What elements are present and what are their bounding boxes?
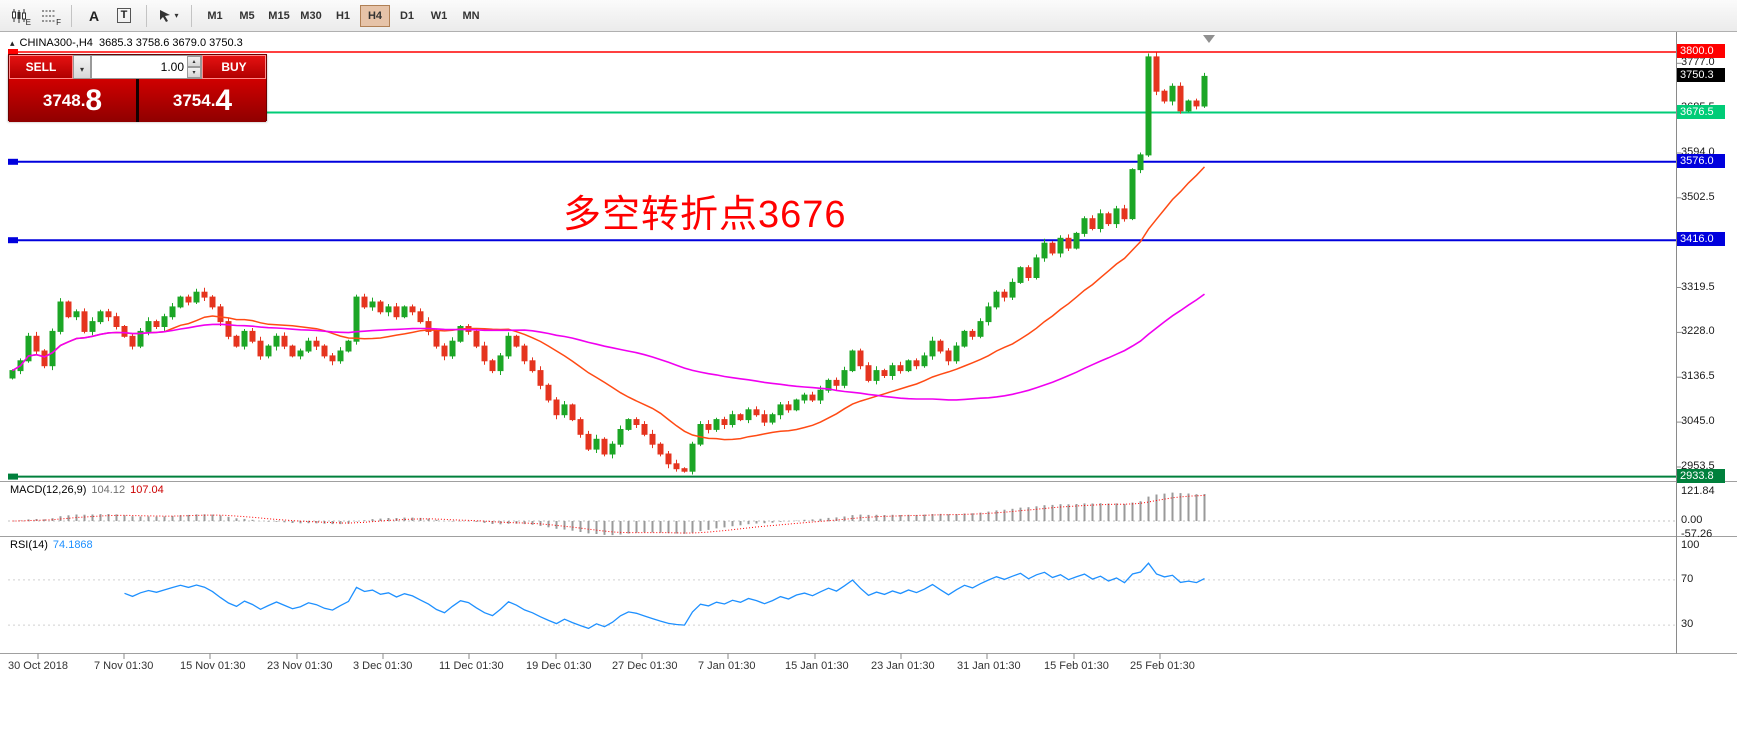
timeframe-button-m15[interactable]: M15: [264, 5, 294, 27]
price-divider: [136, 79, 139, 122]
icon-sub-label: E: [25, 17, 31, 27]
volume-increment-button[interactable]: ▴: [187, 56, 201, 67]
candlestick-style-icon[interactable]: E: [4, 3, 34, 29]
cursor-glyph: [160, 9, 171, 22]
sell-price-big-digit: 8: [85, 83, 103, 117]
timeframe-button-mn[interactable]: MN: [456, 5, 486, 27]
trade-panel-controls: SELL ▾ ▴ ▾ BUY: [9, 55, 266, 79]
text-label-tool-icon[interactable]: T: [109, 3, 139, 29]
volume-decrement-button[interactable]: ▾: [187, 67, 201, 78]
toolbar-separator: [71, 4, 72, 27]
sell-price-main: 3748.: [42, 90, 86, 110]
one-click-collapse-arrow[interactable]: ▴: [10, 38, 15, 48]
chart-annotation: 多空转折点3676: [563, 194, 847, 236]
toolbar-separator: [146, 4, 147, 27]
sell-price-display[interactable]: 3748. 8: [9, 79, 136, 122]
volume-spinner: ▴ ▾: [187, 56, 201, 78]
rsi-header: RSI(14) 74.1868: [10, 539, 93, 551]
macd-signal-value: 107.04: [130, 484, 164, 496]
boxed-t-glyph: T: [116, 8, 132, 23]
indicators-icon[interactable]: F: [34, 3, 64, 29]
sell-button[interactable]: SELL: [9, 55, 73, 79]
lines-glyph: [42, 10, 56, 21]
timeframe-group: M1 M5 M15 M30 H1 H4 D1 W1 MN: [199, 4, 487, 27]
chevron-down-icon: ▾: [79, 64, 84, 74]
timeframe-button-d1[interactable]: D1: [392, 5, 422, 27]
buy-price-big-digit: 4: [215, 83, 233, 117]
macd-main-value: 104.12: [91, 484, 126, 496]
cursor-tool-icon[interactable]: ▾: [154, 3, 184, 29]
letter-a-glyph: A: [88, 7, 100, 24]
toolbar-separator: [191, 4, 192, 27]
timeframe-button-m5[interactable]: M5: [232, 5, 262, 27]
chart-ohlc-values: 3685.3 3758.6 3679.0 3750.3: [99, 37, 243, 49]
rsi-value: 74.1868: [52, 539, 93, 551]
chart-shift-marker-icon: [1203, 35, 1215, 43]
rsi-label: RSI(14): [10, 539, 48, 551]
macd-header: MACD(12,26,9) 104.12 107.04: [10, 484, 164, 496]
volume-input[interactable]: [92, 56, 187, 78]
chart-canvas[interactable]: [0, 32, 1737, 754]
timeframe-button-h1[interactable]: H1: [328, 5, 358, 27]
font-tool-icon[interactable]: A: [79, 3, 109, 29]
timeframe-button-m1[interactable]: M1: [200, 5, 230, 27]
one-click-trade-panel: SELL ▾ ▴ ▾ BUY 3748.8 3754.4: [8, 54, 267, 122]
candles-glyph: [12, 8, 26, 23]
chart-ohlc-header: ▴ CHINA300-,H4 3685.3 3758.6 3679.0 3750.…: [10, 37, 243, 49]
buy-price-display[interactable]: 3754. 4: [139, 79, 266, 122]
timeframe-button-m30[interactable]: M30: [296, 5, 326, 27]
chevron-down-icon: ▾: [174, 11, 179, 20]
buy-price-main: 3754.: [172, 90, 216, 110]
top-toolbar: E F A T ▾ M1 M5 M15 M30 H1 H4 D1 W1 MN: [0, 0, 1737, 32]
macd-label: MACD(12,26,9): [10, 484, 87, 496]
trade-panel-prices: 3748. 8 3754. 4: [9, 79, 266, 122]
volume-field: ▴ ▾: [91, 55, 202, 79]
chart-window: ▴ CHINA300-,H4 3685.3 3758.6 3679.0 3750.…: [0, 32, 1737, 754]
timeframe-button-w1[interactable]: W1: [424, 5, 454, 27]
icon-sub-label: F: [56, 17, 61, 27]
timeframe-button-h4[interactable]: H4: [360, 4, 390, 27]
chart-symbol: CHINA300-,H4: [19, 37, 93, 49]
buy-button[interactable]: BUY: [202, 55, 266, 79]
volume-dropdown-button[interactable]: ▾: [73, 55, 91, 79]
